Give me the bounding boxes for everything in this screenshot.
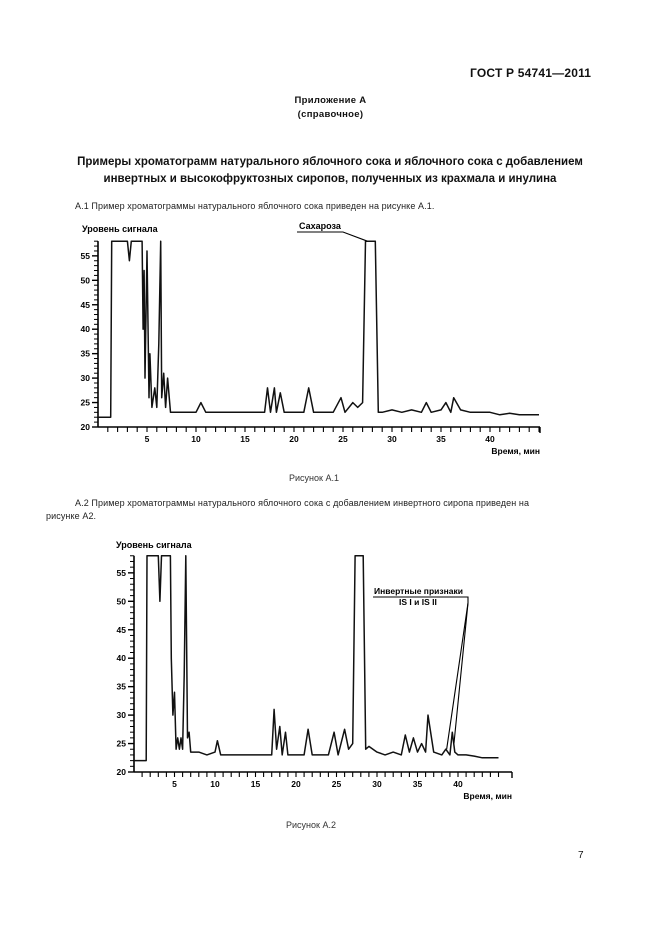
section-title-line2: инвертных и высокофруктозных сиропов, по… bbox=[103, 173, 557, 185]
figure-a2-caption: Рисунок А.2 bbox=[286, 820, 336, 830]
paragraph-a2-line1: А.2 Пример хроматограммы натурального яб… bbox=[75, 498, 530, 508]
y-tick-label: 35 bbox=[81, 349, 91, 359]
y-tick-label: 50 bbox=[81, 275, 91, 285]
sucrose-annotation: Сахароза bbox=[299, 221, 342, 231]
y-tick-label: 55 bbox=[117, 568, 127, 578]
y-tick-label: 40 bbox=[117, 653, 127, 663]
y-tick-label: 45 bbox=[117, 625, 127, 635]
x-tick-label: 10 bbox=[191, 434, 201, 444]
x-axis-label: Время, мин bbox=[491, 446, 540, 456]
y-tick-label: 35 bbox=[117, 682, 127, 692]
figure-a1-caption: Рисунок А.1 bbox=[289, 473, 339, 483]
annex-subtitle: (справочное) bbox=[297, 109, 364, 120]
y-tick-label: 20 bbox=[81, 422, 91, 432]
section-title: Примеры хроматограмм натурального яблочн… bbox=[30, 154, 630, 188]
x-axis-label: Время, мин bbox=[463, 791, 512, 801]
x-tick-label: 15 bbox=[240, 434, 250, 444]
y-tick-label: 45 bbox=[81, 300, 91, 310]
x-tick-label: 30 bbox=[372, 779, 382, 789]
y-tick-label: 40 bbox=[81, 324, 91, 334]
y-tick-label: 55 bbox=[81, 251, 91, 261]
paragraph-a1: А.1 Пример хроматограммы натурального яб… bbox=[75, 201, 435, 211]
section-title-line1: Примеры хроматограмм натурального яблочн… bbox=[77, 156, 583, 168]
y-tick-label: 20 bbox=[117, 767, 127, 777]
y-tick-label: 25 bbox=[81, 398, 91, 408]
y-tick-label: 30 bbox=[117, 710, 127, 720]
y-axis-label: Уровень сигнала bbox=[116, 540, 193, 550]
x-tick-label: 35 bbox=[413, 779, 423, 789]
y-tick-label: 30 bbox=[81, 373, 91, 383]
chromatogram-trace bbox=[134, 555, 499, 762]
invert-markers-annotation: Инвертные признаки bbox=[374, 586, 463, 596]
y-tick-label: 50 bbox=[117, 596, 127, 606]
x-tick-label: 25 bbox=[338, 434, 348, 444]
x-tick-label: 20 bbox=[289, 434, 299, 444]
page-number: 7 bbox=[578, 850, 584, 861]
paragraph-a2-line2: рисунке А2. bbox=[46, 511, 97, 521]
x-tick-label: 20 bbox=[291, 779, 301, 789]
x-tick-label: 40 bbox=[485, 434, 495, 444]
x-tick-label: 15 bbox=[251, 779, 261, 789]
standard-id: ГОСТ Р 54741—2011 bbox=[470, 66, 592, 80]
invert-markers-subtext: IS I и IS II bbox=[399, 597, 437, 607]
x-tick-label: 35 bbox=[436, 434, 446, 444]
y-axis-label: Уровень сигнала bbox=[82, 224, 159, 234]
x-tick-label: 40 bbox=[453, 779, 463, 789]
x-tick-label: 5 bbox=[145, 434, 150, 444]
x-tick-label: 10 bbox=[210, 779, 220, 789]
x-tick-label: 5 bbox=[172, 779, 177, 789]
annex-title: Приложение А bbox=[294, 95, 367, 106]
chromatogram-trace bbox=[98, 240, 539, 418]
x-tick-label: 30 bbox=[387, 434, 397, 444]
y-tick-label: 25 bbox=[117, 739, 127, 749]
x-tick-label: 25 bbox=[332, 779, 342, 789]
